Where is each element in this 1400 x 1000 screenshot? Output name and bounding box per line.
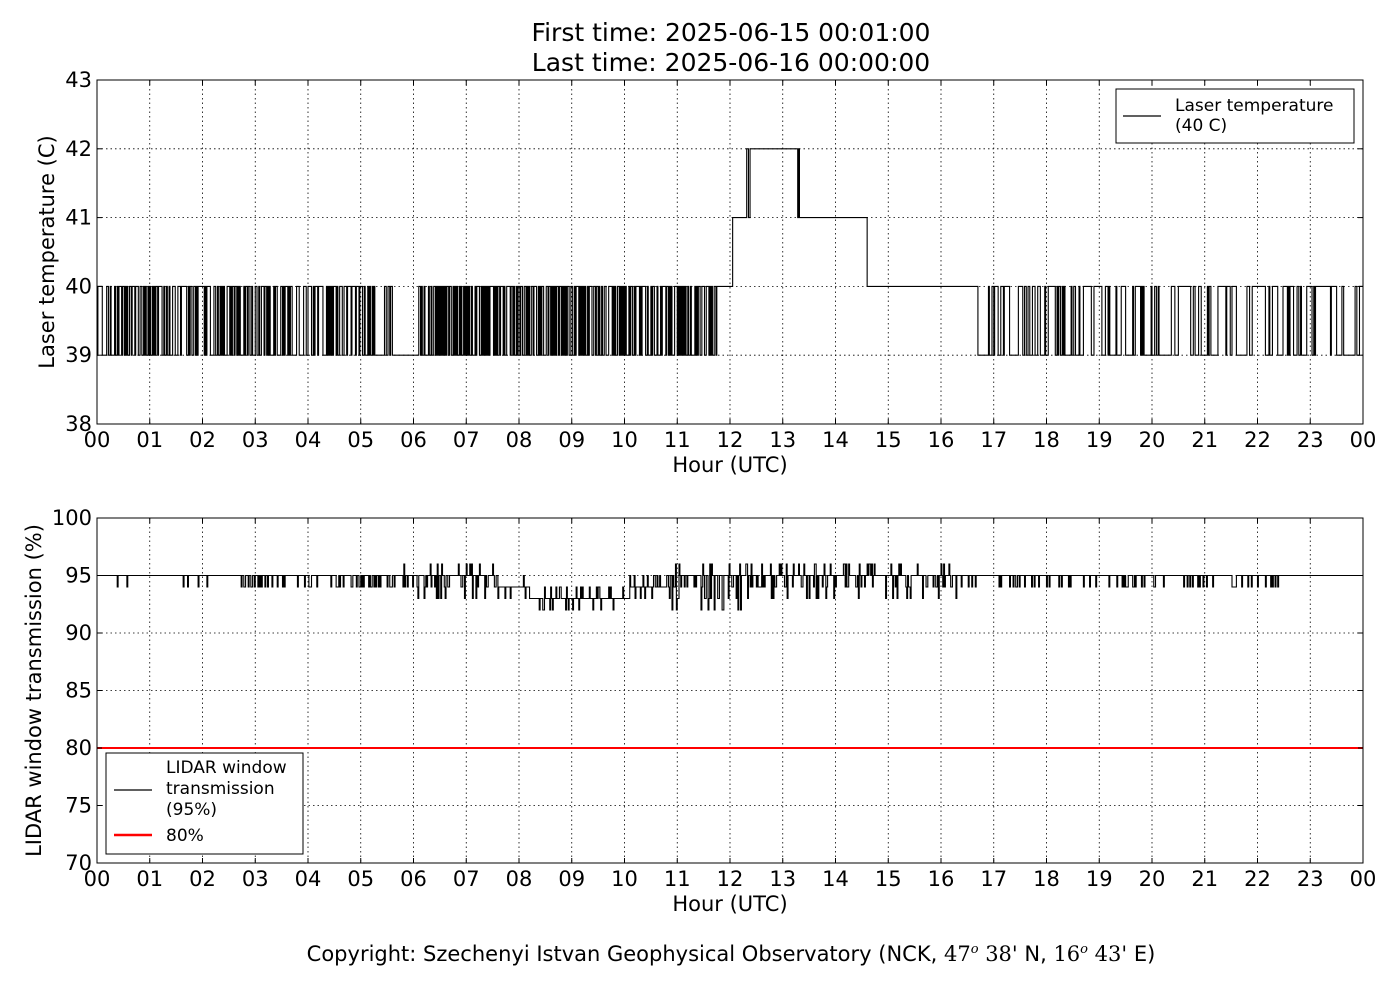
y-tick-label: 75: [65, 794, 92, 818]
y-tick-label: 39: [65, 343, 92, 367]
legend-box: [105, 752, 304, 855]
y-tick-label: 100: [52, 506, 92, 530]
y-tick-label: 90: [65, 621, 92, 645]
x-tick-label: 19: [1086, 428, 1113, 452]
y-tick-label: 42: [65, 137, 92, 161]
x-tick-label: 08: [506, 867, 533, 891]
x-tick-label: 02: [189, 867, 216, 891]
y-axis-label: LIDAR window transmission (%): [22, 524, 46, 857]
series-line-1: [97, 148, 1363, 356]
longitude-direction: E): [1127, 942, 1156, 966]
x-tick-label: 15: [875, 428, 902, 452]
x-tick-label: 15: [875, 867, 902, 891]
x-tick-label: 12: [717, 428, 744, 452]
longitude-degree-symbol: o: [1080, 942, 1088, 957]
x-axis-label: Hour (UTC): [672, 892, 787, 916]
x-tick-label: 13: [769, 867, 796, 891]
x-tick-label: 17: [980, 867, 1007, 891]
x-tick-label: 05: [347, 867, 374, 891]
x-tick-label: 05: [347, 428, 374, 452]
plot-area: [97, 148, 1363, 356]
chart-panel-2: 00 01 02 03 04 05 06 07 08 09 10 11 12 13 14 15 16 17 18 19…: [22, 506, 1376, 916]
x-tick-label: 14: [822, 867, 849, 891]
x-tick-label: 17: [980, 428, 1007, 452]
copyright-footer: Copyright: Szechenyi Istvan Geophysical …: [0, 937, 1400, 967]
x-tick-label: 10: [611, 428, 638, 452]
x-tick-label: 14: [822, 428, 849, 452]
x-tick-label: 06: [400, 867, 427, 891]
x-tick-label: 08: [506, 428, 533, 452]
x-tick-label: 22: [1244, 428, 1271, 452]
x-tick-label: 16: [928, 428, 955, 452]
x-tick-label: 03: [242, 867, 269, 891]
legend-label: Laser temperature: [1175, 96, 1333, 116]
legend-label: LIDAR window: [166, 758, 287, 778]
x-tick-label: 00: [84, 428, 111, 452]
x-tick-label: 11: [664, 867, 691, 891]
x-tick-label: 04: [295, 428, 322, 452]
chart-panel-1: 00 01 02 03 04 05 06 07 08 09 10 11 12 13 14 15 16 17 18 19…: [35, 68, 1376, 477]
x-tick-label: 12: [717, 867, 744, 891]
legend-label: 80%: [166, 826, 204, 846]
x-tick-label: 00: [1350, 428, 1377, 452]
x-tick-label: 03: [242, 428, 269, 452]
x-tick-label: 10: [611, 867, 638, 891]
x-tick-label: 20: [1139, 428, 1166, 452]
x-tick-label: 04: [295, 867, 322, 891]
latitude-minutes: 38': [978, 942, 1018, 966]
series-line-1: [97, 563, 1363, 611]
plot-area: [97, 563, 1363, 749]
x-tick-label: 06: [400, 428, 427, 452]
x-tick-label: 01: [136, 428, 163, 452]
legend-label: transmission: [166, 779, 275, 799]
x-tick-label: 16: [928, 867, 955, 891]
x-tick-label: 00: [1350, 867, 1377, 891]
y-tick-label: 80: [65, 736, 92, 760]
y-tick-label: 41: [65, 206, 92, 230]
x-tick-label: 18: [1033, 867, 1060, 891]
latitude-direction: N,: [1017, 942, 1054, 966]
x-tick-label: 22: [1244, 867, 1271, 891]
y-tick-label: 95: [65, 564, 92, 588]
x-tick-label: 11: [664, 428, 691, 452]
x-tick-label: 02: [189, 428, 216, 452]
y-tick-label: 40: [65, 274, 92, 298]
x-tick-label: 21: [1191, 428, 1218, 452]
y-tick-label: 43: [65, 68, 92, 92]
longitude-minutes: 43': [1088, 942, 1128, 966]
x-tick-label: 23: [1297, 428, 1324, 452]
legend-label: (95%): [166, 800, 217, 820]
copyright-text: Copyright: Szechenyi Istvan Geophysical …: [306, 942, 944, 966]
x-tick-label: 09: [558, 428, 585, 452]
x-tick-label: 20: [1139, 867, 1166, 891]
x-tick-label: 13: [769, 428, 796, 452]
latitude-degrees: 47: [943, 942, 971, 966]
x-tick-label: 07: [453, 428, 480, 452]
y-tick-label: 85: [65, 679, 92, 703]
latitude-degree-symbol: o: [970, 942, 979, 957]
x-tick-label: 23: [1297, 867, 1324, 891]
legend-label: (40 C): [1175, 116, 1227, 136]
y-tick-label: 38: [65, 412, 92, 436]
x-tick-label: 21: [1191, 867, 1218, 891]
chart-title-line-2: Last time: 2025-06-16 00:00:00: [531, 48, 931, 77]
x-tick-label: 07: [453, 867, 480, 891]
y-axis-label: Laser temperature (C): [35, 135, 59, 368]
x-tick-label: 18: [1033, 428, 1060, 452]
legend: Laser temperature(40 C): [1115, 88, 1355, 144]
y-tick-label: 70: [65, 851, 92, 875]
x-tick-label: 09: [558, 867, 585, 891]
longitude-degrees: 16: [1053, 942, 1081, 966]
x-tick-label: 01: [136, 867, 163, 891]
x-tick-label: 00: [84, 867, 111, 891]
x-tick-label: 19: [1086, 867, 1113, 891]
x-axis-label: Hour (UTC): [672, 453, 787, 477]
chart-title-line-1: First time: 2025-06-15 00:01:00: [531, 18, 931, 47]
